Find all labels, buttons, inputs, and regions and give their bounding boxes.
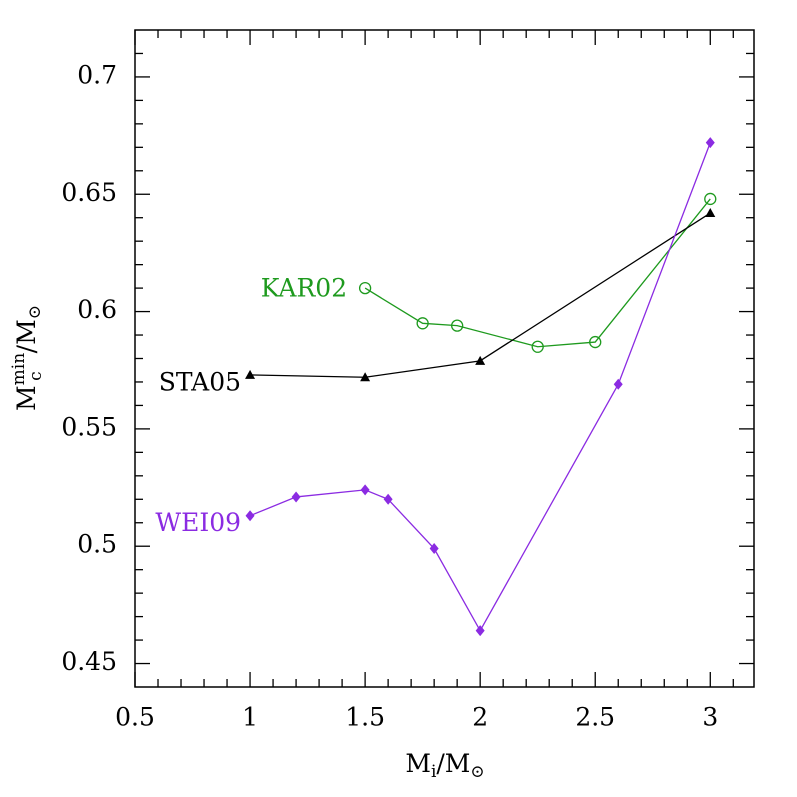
series-label: KAR02 [261, 274, 347, 303]
x-tick-label: 1 [242, 703, 258, 732]
y-tick-label: 0.65 [61, 178, 117, 207]
y-tick-label: 0.5 [77, 530, 117, 559]
x-label-part: M [405, 749, 431, 778]
y-tick-label: 0.7 [77, 60, 117, 89]
y-axis-label: Mminc/M⊙ [9, 305, 46, 411]
series-line [364, 198, 711, 348]
point [383, 493, 393, 505]
point [245, 510, 255, 522]
point [291, 491, 301, 503]
point [358, 281, 372, 295]
point [531, 340, 544, 353]
point [704, 192, 717, 206]
point [429, 543, 439, 555]
point [475, 625, 485, 637]
x-label-part: ⊙ [470, 762, 484, 782]
x-tick-label: 2 [472, 703, 488, 732]
y-tick-label: 0.45 [61, 647, 117, 676]
y-label-part: /M [12, 319, 41, 353]
y-label-part: c [26, 371, 46, 381]
series-label: STA05 [159, 367, 241, 396]
x-tick-label: 2.5 [575, 703, 615, 732]
point [589, 335, 602, 349]
point [705, 137, 715, 149]
point [613, 378, 623, 390]
x-tick-label: 0.5 [115, 703, 155, 732]
y-label-part: M [12, 385, 41, 411]
x-label-part: /M [436, 749, 470, 778]
x-tick-label: 3 [702, 703, 718, 732]
series-line [249, 142, 711, 633]
y-tick-label: 0.55 [61, 412, 117, 441]
point [360, 372, 371, 382]
point [451, 319, 464, 332]
point [705, 208, 716, 218]
x-axis-label: Mi/M⊙ [405, 749, 484, 782]
point [416, 317, 429, 330]
plot-frame [134, 29, 755, 688]
y-tick-label: 0.6 [77, 295, 117, 324]
series-label: WEI09 [155, 508, 241, 537]
y-label-part: ⊙ [25, 305, 45, 319]
x-label-part: i [431, 762, 437, 782]
point [245, 369, 256, 379]
x-tick-label: 1.5 [345, 703, 385, 732]
series-line [250, 212, 711, 378]
point [360, 484, 370, 496]
y-label-part: min [9, 353, 29, 386]
point [475, 355, 486, 365]
